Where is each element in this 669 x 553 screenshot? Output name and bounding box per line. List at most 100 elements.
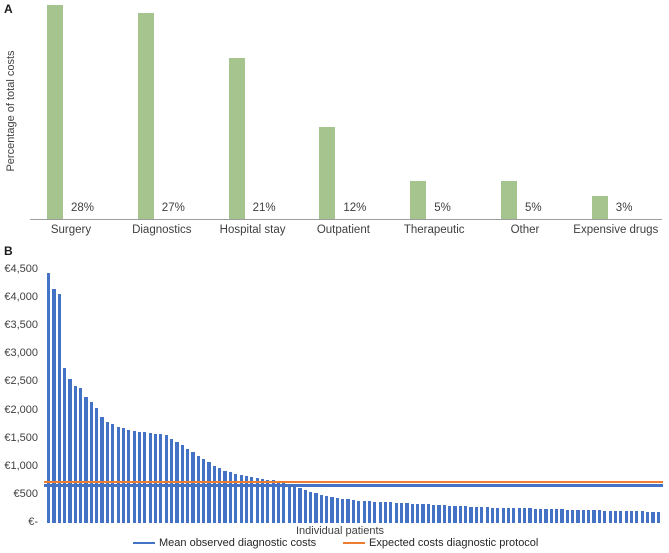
patient-bar — [458, 506, 462, 523]
patient-bar — [448, 505, 452, 523]
patient-bar — [271, 480, 275, 523]
category-bar — [410, 181, 427, 219]
patient-bar — [180, 445, 184, 523]
patient-bar — [592, 510, 596, 523]
patient-bar — [325, 496, 329, 523]
patient-bar — [276, 481, 281, 523]
patient-bar — [207, 462, 211, 523]
patient-bar — [512, 508, 516, 523]
expected-costs-line — [44, 481, 663, 484]
patient-bar — [522, 508, 527, 523]
patient-bar — [603, 510, 607, 523]
patient-bar — [367, 501, 372, 523]
category-axis-label: Expensive drugs — [573, 224, 659, 236]
patient-bar — [73, 385, 77, 523]
patient-bar — [656, 512, 660, 523]
patient-bar — [153, 433, 158, 523]
y-axis-tick-label: €2,000 — [4, 403, 38, 416]
patient-bar — [319, 494, 323, 523]
patient-bar — [437, 505, 441, 523]
patient-bar — [260, 479, 265, 523]
patient-bar — [223, 470, 227, 523]
patient-bar — [373, 501, 377, 523]
patient-bar — [132, 430, 136, 523]
patient-bar — [555, 509, 559, 523]
patient-bar — [244, 476, 249, 523]
category-bar — [137, 13, 154, 219]
patient-bar — [474, 506, 479, 523]
y-axis-tick-label: €4,500 — [4, 263, 38, 275]
patient-bar — [255, 478, 259, 523]
category-axis-label: Diagnostics — [132, 224, 192, 236]
patient-bar — [640, 511, 644, 523]
patient-bar — [432, 504, 436, 523]
patient-bar — [218, 468, 222, 523]
patient-bar — [127, 429, 131, 523]
patient-bar — [517, 508, 521, 523]
patient-bar — [298, 488, 302, 523]
expected-costs-line-icon — [343, 541, 365, 545]
patient-bar — [89, 401, 93, 523]
legend-item-expected-costs: Expected costs diagnostic protocol — [343, 537, 538, 549]
patient-bar — [490, 507, 495, 523]
patient-bar — [619, 510, 623, 523]
mean-observed-line — [44, 484, 663, 487]
patient-bar — [196, 455, 200, 523]
patient-bar — [624, 511, 628, 523]
panel-a-label: A — [4, 2, 13, 16]
patient-bar — [100, 416, 104, 523]
patient-bar — [346, 499, 350, 523]
patient-bar — [250, 477, 254, 523]
patient-bar — [282, 482, 286, 523]
patient-bar — [587, 510, 591, 523]
category-axis-label: Outpatient — [316, 224, 370, 236]
patient-bar — [485, 507, 489, 523]
category-axis-label: Other — [510, 224, 540, 236]
category-bar — [501, 181, 517, 219]
patient-bar — [121, 427, 126, 523]
panel-a-plot: 28% Surgery 27% Diagnostics 21% Hospital stay… — [0, 0, 669, 240]
patient-bar — [239, 475, 243, 523]
patient-bar — [544, 508, 548, 523]
patient-bar — [357, 500, 361, 523]
panel-a-x-axis-line — [30, 219, 662, 220]
y-axis-tick-label: €3,500 — [4, 319, 38, 332]
patient-bar — [442, 505, 446, 523]
patient-bar — [330, 497, 334, 523]
patient-bar — [416, 503, 420, 523]
patient-bar — [137, 431, 142, 523]
patient-bar — [287, 484, 291, 523]
patient-bar — [608, 510, 612, 523]
patient-bar — [314, 493, 318, 523]
patient-bar — [560, 509, 564, 523]
patient-bar — [453, 505, 457, 523]
patient-bar — [68, 379, 72, 523]
patient-bar — [426, 504, 430, 523]
patient-bar — [234, 474, 238, 523]
patient-bar — [469, 506, 473, 523]
patient-bar — [47, 272, 51, 523]
panel-b: B €- €500 €1,000 €1,500 €2,000 €2,500 €3,000 €3… — [0, 240, 669, 553]
patient-bar — [228, 472, 233, 523]
patient-bar — [581, 509, 585, 523]
category-bar — [319, 127, 336, 219]
patient-bar — [378, 501, 382, 523]
legend-label: Mean observed diagnostic costs — [159, 537, 317, 549]
patient-bar — [383, 502, 388, 523]
legend-item-mean-observed: Mean observed diagnostic costs — [133, 537, 316, 549]
patient-bar — [399, 503, 404, 523]
panel-b-label: B — [4, 244, 13, 258]
patient-bar — [410, 503, 414, 523]
bar-data-label: 5% — [434, 202, 451, 214]
patient-bar — [95, 408, 99, 523]
patient-bar — [571, 509, 575, 523]
patient-bar — [613, 510, 618, 523]
patient-bar — [202, 458, 206, 523]
patient-bar — [84, 397, 88, 523]
patient-bar — [394, 502, 398, 523]
y-axis-tick-label: €4,000 — [4, 291, 38, 304]
patient-bar — [405, 503, 409, 523]
patient-bar — [501, 507, 505, 523]
y-axis-tick-label: €500 — [13, 487, 38, 500]
